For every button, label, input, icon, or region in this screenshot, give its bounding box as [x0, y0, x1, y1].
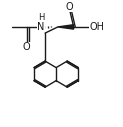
Text: H: H: [38, 13, 44, 22]
Text: O: O: [66, 2, 73, 12]
Text: N: N: [37, 22, 45, 32]
Polygon shape: [58, 25, 74, 29]
Text: O: O: [23, 42, 30, 52]
Text: OH: OH: [90, 22, 105, 32]
